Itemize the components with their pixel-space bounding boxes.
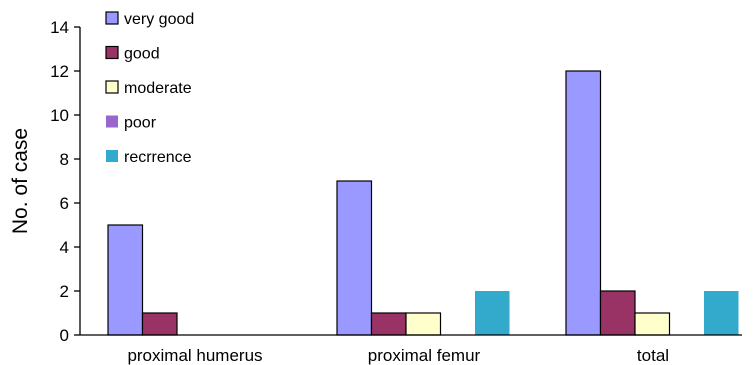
bars-layer [107,70,739,336]
x-category-label: proximal humerus [127,346,262,365]
y-tick-label: 2 [60,282,69,301]
bar-good-proximal-femur [370,312,407,336]
legend-label: very good [124,11,194,28]
x-axis-categories: proximal humerus proximal femur total [127,346,669,365]
y-tick-label: 6 [60,194,69,213]
legend-swatch [105,11,119,25]
bar-good-proximal-humerus [141,312,178,336]
y-tick-label: 0 [60,326,69,345]
y-axis-title: No. of case [9,128,32,234]
bar-very-good-proximal-humerus [107,224,144,336]
bar-good-total [599,290,636,336]
y-tick-label: 12 [50,62,69,81]
legend-label: good [124,46,160,63]
bar-very-good-proximal-femur [336,180,373,336]
y-tick-label: 14 [50,18,69,37]
legend-label: poor [124,115,157,132]
legend-swatch [105,45,119,60]
axes [79,27,742,336]
bar-moderate-total [634,312,671,336]
legend-swatch [105,80,119,94]
legend-label: moderate [124,80,192,97]
y-axis-title-group: No. of case [9,128,32,234]
x-category-label: total [637,346,669,365]
y-axis-ticks: 0 2 4 6 8 10 12 14 [50,18,80,345]
y-tick-label: 8 [60,150,69,169]
y-tick-label: 4 [60,238,69,257]
bar-moderate-proximal-femur [405,312,442,336]
legend-swatch [106,150,118,162]
legend-label: recrrence [124,149,192,166]
legend-swatch [106,115,118,128]
bar-recrrence-proximal-femur [475,291,510,335]
bar-recrrence-total [704,291,739,335]
y-tick-label: 10 [50,106,69,125]
x-category-label: proximal femur [368,346,481,365]
legend: very good good moderate poor recrrence [105,11,194,166]
bar-very-good-total [565,70,602,336]
